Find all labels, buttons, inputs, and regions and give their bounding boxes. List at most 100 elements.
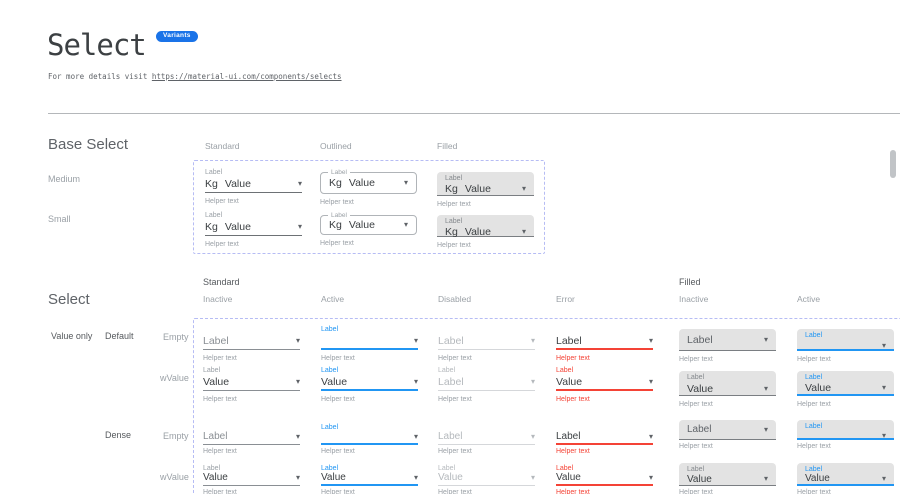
helper-text: Helper text [437, 201, 471, 208]
helper-text: Helper text [438, 448, 472, 455]
select-standard-error-wvalue: Label Value ▾ Helper text [556, 465, 653, 494]
field-value: Label [438, 431, 463, 442]
field-value: Value [464, 183, 491, 195]
column-header-disabled: Disabled [438, 294, 472, 304]
select-input[interactable]: Label ▾ [438, 431, 535, 442]
select-value-row: Kg Value ▾ [321, 216, 416, 234]
group-header-standard: Standard [203, 277, 240, 287]
chevron-down-icon: ▾ [413, 376, 418, 386]
select-value-row: ▾ [805, 340, 886, 352]
select-filled-active-empty: Label ▾ Helper text [797, 420, 894, 450]
base-select-heading: Base Select [48, 136, 129, 153]
row-label-empty: Empty [163, 431, 189, 441]
select-input[interactable]: Kg Value ▾ [205, 177, 302, 190]
row-label-empty: Empty [163, 332, 189, 342]
select-input[interactable]: Value ▾ [556, 375, 653, 388]
select-standard-disabled-wvalue: Label Value ▾ Helper text [438, 465, 535, 494]
row-label-small: Small [48, 214, 71, 224]
select-input[interactable]: Label Value ▾ [679, 371, 776, 396]
field-value: Value [464, 226, 491, 238]
field-value [805, 430, 808, 441]
select-input[interactable]: Label Kg Value ▾ [437, 172, 534, 196]
helper-text: Helper text [556, 489, 590, 494]
chevron-down-icon: ▾ [881, 430, 886, 440]
field-underline [203, 349, 300, 350]
divider [48, 113, 900, 114]
select-input[interactable]: Value ▾ [321, 375, 418, 388]
field-value: Label [556, 431, 581, 442]
field-underline [321, 348, 418, 350]
field-label: Label [556, 465, 574, 472]
helper-text: Helper text [321, 489, 355, 494]
field-label: Label [328, 169, 350, 177]
field-underline [556, 484, 653, 486]
select-input[interactable]: Label Kg Value ▾ [320, 169, 417, 194]
variants-badge[interactable]: Variants [156, 31, 198, 42]
field-value: Value [805, 473, 830, 484]
select-input[interactable]: Label ▾ [556, 431, 653, 442]
select-input[interactable]: Label ▾ [438, 334, 535, 347]
helper-text: Helper text [438, 489, 472, 494]
field-underline [321, 443, 418, 445]
chevron-down-icon: ▾ [763, 424, 768, 434]
scrollbar-thumb[interactable] [890, 150, 896, 178]
select-input[interactable]: Label ▾ [203, 431, 300, 442]
field-prefix: Kg [205, 177, 218, 190]
select-input[interactable]: ▾ [321, 334, 418, 347]
select-input[interactable]: Kg Value ▾ [205, 220, 302, 233]
select-input[interactable]: Label ▾ [679, 329, 776, 351]
select-filled-inactive-wvalue: Label Value ▾ Helper text [679, 367, 776, 408]
field-value: Label [438, 334, 464, 347]
subtitle-text: For more details visit [48, 72, 152, 81]
select-standard-active-empty: Label ▾ Helper text [321, 424, 418, 455]
select-input[interactable]: Value ▾ [438, 472, 535, 483]
chevron-down-icon: ▾ [295, 431, 300, 441]
select-input[interactable]: Value ▾ [321, 472, 418, 483]
column-header-filled: Filled [437, 141, 458, 151]
select-input[interactable]: Label ▾ [797, 420, 894, 440]
select-outlined-small: Label Kg Value ▾ Helper text [320, 212, 417, 247]
field-label: Label [328, 212, 350, 220]
select-value-row: ▾ [805, 430, 886, 441]
row-label-wvalue: wValue [160, 373, 189, 383]
field-value: Value [556, 375, 583, 388]
select-input[interactable]: ▾ [321, 431, 418, 442]
select-input[interactable]: Value ▾ [203, 472, 300, 483]
select-value-row: Value ▾ [687, 382, 768, 395]
field-prefix: Kg [445, 226, 458, 238]
select-value-row: Label ▾ [687, 420, 768, 439]
select-input[interactable]: Label ▾ [438, 375, 535, 388]
select-input[interactable]: Label ▾ [203, 334, 300, 347]
base-select-frame [193, 160, 545, 254]
docs-link[interactable]: https://material-ui.com/components/selec… [151, 72, 342, 81]
select-value-row: Value ▾ [805, 382, 886, 394]
field-label: Label [805, 466, 823, 473]
select-input[interactable]: Label Value ▾ [797, 371, 894, 396]
select-input[interactable]: Label ▾ [797, 329, 894, 351]
select-input[interactable]: Label Kg Value ▾ [437, 215, 534, 238]
field-prefix: Kg [329, 219, 342, 231]
chevron-down-icon: ▾ [297, 221, 302, 231]
select-outlined-medium: Label Kg Value ▾ Helper text [320, 169, 417, 206]
select-input[interactable]: Value ▾ [203, 375, 300, 388]
helper-text: Helper text [321, 355, 355, 362]
field-label: Label [321, 326, 339, 333]
select-value-row: Kg Value ▾ [445, 183, 526, 195]
select-input[interactable]: Value ▾ [556, 472, 653, 483]
select-input[interactable]: Label Value ▾ [797, 463, 894, 486]
field-value: Value [321, 472, 346, 483]
field-value: Value [321, 375, 348, 388]
field-label: Label [438, 367, 456, 374]
select-input[interactable]: Label ▾ [679, 420, 776, 440]
select-input[interactable]: Label Value ▾ [679, 463, 776, 486]
select-input[interactable]: Label ▾ [556, 334, 653, 347]
select-input[interactable]: Label Kg Value ▾ [320, 212, 417, 235]
helper-text: Helper text [679, 443, 713, 450]
chevron-down-icon: ▾ [881, 473, 886, 483]
field-underline [438, 444, 535, 445]
field-value: Value [556, 472, 581, 483]
field-underline [438, 485, 535, 486]
field-label: Label [805, 423, 823, 430]
field-value: Label [203, 334, 229, 347]
